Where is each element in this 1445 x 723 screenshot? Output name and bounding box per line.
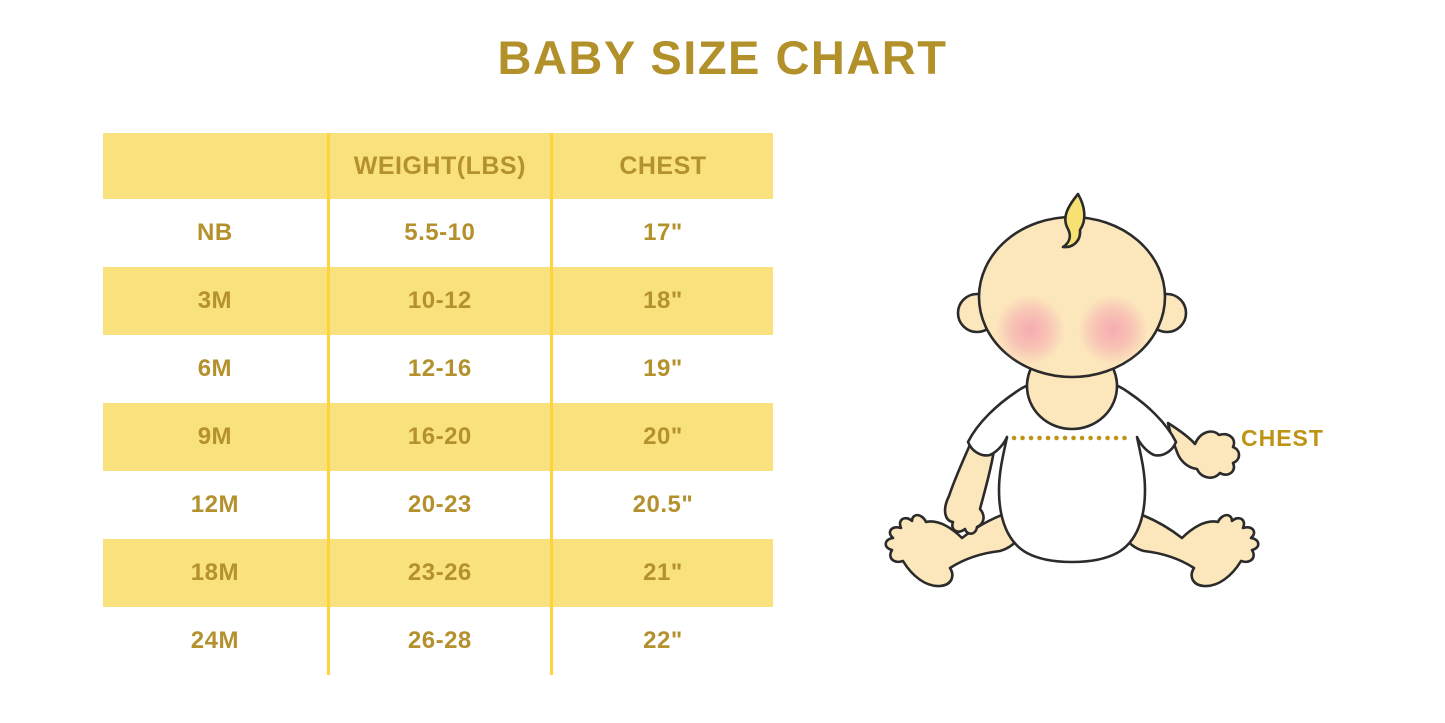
size-cell: 24M — [190, 627, 239, 654]
weight-cell: 5.5-10 — [326, 199, 550, 267]
size-cell: 3M — [197, 287, 233, 314]
baby-left-leg — [884, 504, 1034, 588]
chest-cell: 21" — [549, 539, 773, 607]
weight-cell: 23-26 — [326, 539, 550, 607]
table-row: 6M 12-16 19" — [103, 335, 773, 403]
size-cell: 18M — [190, 559, 239, 586]
table-row: 9M 16-20 20" — [103, 403, 773, 471]
weight-cell: 16-20 — [326, 403, 550, 471]
weight-cell: 12-16 — [326, 335, 550, 403]
weight-cell: 26-28 — [326, 607, 550, 675]
chest-cell: 18" — [549, 267, 773, 335]
chest-cell: 19" — [549, 335, 773, 403]
table-row: 3M 10-12 18" — [103, 267, 773, 335]
size-cell: NB — [197, 219, 233, 246]
table-row: 24M 26-28 22" — [103, 607, 773, 675]
size-cell: 12M — [190, 491, 239, 518]
baby-right-arm-fist — [1166, 421, 1241, 479]
chest-label: CHEST — [1241, 425, 1324, 451]
table-row: NB 5.5-10 17" — [103, 199, 773, 267]
baby-shirt — [966, 374, 1178, 564]
page-title: BABY SIZE CHART — [497, 31, 948, 84]
size-cell: 9M — [197, 423, 233, 450]
chest-cell: 22" — [549, 607, 773, 675]
size-chart-table: WEIGHT(LBS) CHEST NB 5.5-10 17" 3M 10-12… — [103, 133, 773, 675]
chest-cell: 17" — [549, 199, 773, 267]
header-cell-weight: WEIGHT(LBS) — [326, 133, 550, 199]
baby-illustration: CHEST — [884, 192, 1324, 588]
table-row: 12M 20-23 20.5" — [103, 471, 773, 539]
baby-hair-tuft — [1061, 192, 1086, 249]
baby-left-cheek — [995, 295, 1065, 365]
chest-cell: 20" — [549, 403, 773, 471]
baby-right-cheek — [1078, 295, 1148, 365]
baby-right-leg — [1110, 504, 1260, 588]
baby-left-arm — [943, 436, 996, 535]
chest-cell: 20.5" — [549, 471, 773, 539]
weight-cell: 10-12 — [326, 267, 550, 335]
header-cell-chest: CHEST — [549, 133, 773, 199]
weight-cell: 20-23 — [326, 471, 550, 539]
table-header-row: WEIGHT(LBS) CHEST — [103, 133, 773, 199]
header-cell-size — [103, 133, 327, 199]
table-row: 18M 23-26 21" — [103, 539, 773, 607]
size-cell: 6M — [197, 355, 233, 382]
